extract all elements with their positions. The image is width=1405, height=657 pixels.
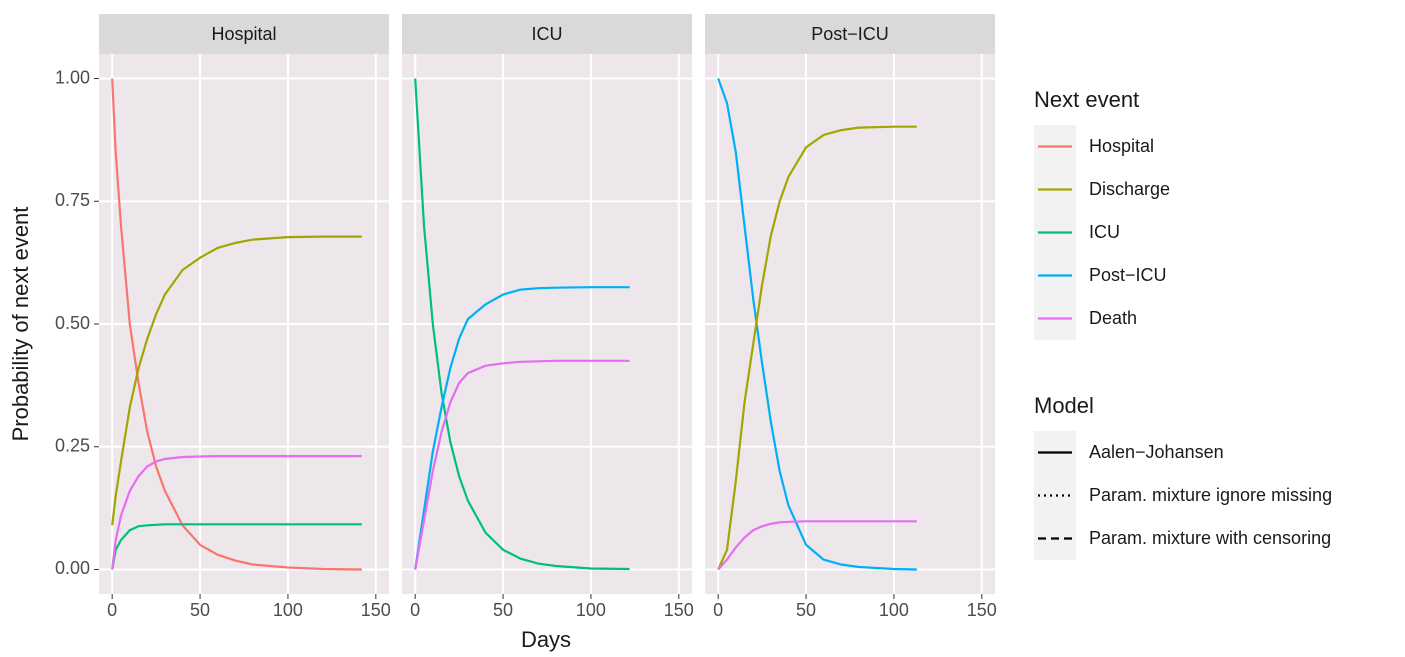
x-tick-label: 100 (576, 600, 606, 620)
x-axis-title: Days (521, 627, 571, 652)
x-tick-label: 100 (879, 600, 909, 620)
x-tick-label: 150 (967, 600, 997, 620)
legend-label: Post−ICU (1089, 265, 1167, 285)
y-tick-label: 0.00 (55, 558, 90, 578)
x-tick-label: 50 (190, 600, 210, 620)
series-line (717, 78, 917, 571)
x-tick-label: 0 (410, 600, 420, 620)
y-tick-label: 0.75 (55, 190, 90, 210)
x-tick-label: 50 (796, 600, 816, 620)
y-tick-label: 1.00 (55, 67, 90, 87)
legend-label: Param. mixture ignore missing (1089, 485, 1332, 505)
series-line (111, 455, 362, 570)
x-tick-label: 50 (493, 600, 513, 620)
series-line (414, 359, 630, 570)
strip (402, 14, 692, 54)
x-tick-label: 150 (361, 600, 391, 620)
x-tick-label: 0 (713, 600, 723, 620)
series-line (717, 125, 917, 570)
legend-title: Next event (1034, 87, 1139, 112)
strip-label: Hospital (211, 24, 276, 44)
series-line (414, 286, 630, 570)
legend-label: ICU (1089, 222, 1120, 242)
strip-label: ICU (532, 24, 563, 44)
legend-title: Model (1034, 393, 1094, 418)
y-axis-title: Probability of next event (8, 207, 33, 442)
y-tick-label: 0.50 (55, 313, 90, 333)
series-line (111, 78, 362, 571)
y-tick-label: 0.25 (55, 435, 90, 455)
strip (99, 14, 389, 54)
x-tick-label: 100 (273, 600, 303, 620)
series-line (414, 78, 630, 571)
x-tick-label: 150 (664, 600, 694, 620)
strip (705, 14, 995, 54)
legend-label: Death (1089, 308, 1137, 328)
strip-label: Post−ICU (811, 24, 889, 44)
x-tick-label: 0 (107, 600, 117, 620)
series-line (111, 235, 362, 526)
legend-label: Aalen−Johansen (1089, 442, 1224, 462)
series-line (717, 520, 917, 571)
series-line (111, 523, 362, 570)
legend-label: Param. mixture with censoring (1089, 528, 1331, 548)
legend-label: Hospital (1089, 136, 1154, 156)
legend-label: Discharge (1089, 179, 1170, 199)
